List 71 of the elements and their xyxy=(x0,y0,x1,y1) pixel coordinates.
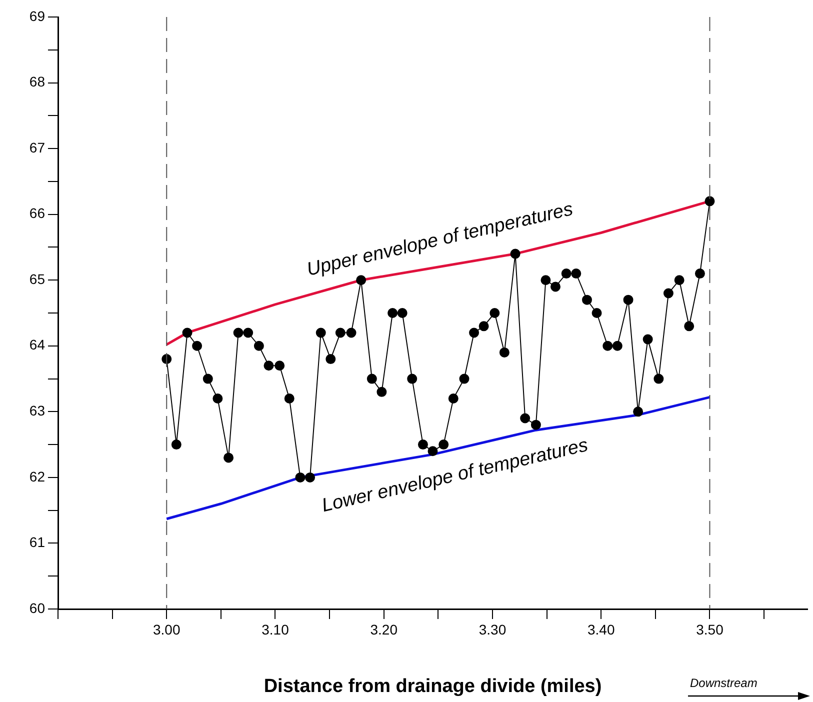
point xyxy=(233,328,244,338)
point xyxy=(192,340,202,351)
y-tick-label: 65 xyxy=(29,270,46,287)
point xyxy=(326,354,336,364)
point xyxy=(335,328,346,338)
point xyxy=(592,308,602,318)
point xyxy=(376,386,387,397)
point xyxy=(510,248,520,259)
y-tick-label: 60 xyxy=(29,600,46,616)
point xyxy=(182,328,192,338)
point xyxy=(459,374,470,384)
point xyxy=(428,446,438,456)
point xyxy=(684,321,694,332)
point xyxy=(561,268,572,279)
point xyxy=(602,340,613,351)
x-tick-label: 3.20 xyxy=(370,621,398,638)
x-tick-label: 3.00 xyxy=(153,621,180,638)
point xyxy=(224,452,234,463)
point xyxy=(316,328,326,338)
point xyxy=(694,268,705,279)
y-tick-label: 68 xyxy=(29,74,46,90)
point xyxy=(264,360,274,371)
point xyxy=(346,328,356,338)
x-tick-label: 3.30 xyxy=(478,621,506,638)
point xyxy=(171,440,182,450)
point xyxy=(243,328,254,338)
point xyxy=(550,282,560,292)
point xyxy=(388,308,398,318)
x-axis-title: Distance from drainage divide (miles) xyxy=(264,676,602,697)
y-tick-label: 62 xyxy=(29,468,46,484)
x-tick-label: 3.40 xyxy=(587,621,615,638)
point xyxy=(612,340,622,351)
point xyxy=(520,413,530,424)
point xyxy=(633,406,644,417)
point xyxy=(438,440,449,450)
point xyxy=(356,275,366,286)
point xyxy=(202,374,213,384)
point xyxy=(623,294,634,305)
point xyxy=(397,308,408,318)
point xyxy=(407,374,418,384)
y-tick-label: 61 xyxy=(29,534,46,550)
point xyxy=(418,440,428,450)
point xyxy=(490,308,500,318)
x-tick-label: 3.10 xyxy=(262,621,290,638)
point xyxy=(654,374,664,384)
point xyxy=(448,394,458,404)
point xyxy=(305,472,316,482)
point xyxy=(469,328,480,338)
point xyxy=(540,275,551,286)
point xyxy=(212,394,223,404)
y-tick-label: 63 xyxy=(29,402,46,419)
point xyxy=(295,472,306,482)
text: Downstream xyxy=(690,676,758,690)
point xyxy=(582,294,592,305)
x-tick-label: 3.50 xyxy=(696,621,724,638)
point xyxy=(571,268,582,279)
point xyxy=(704,196,715,206)
point xyxy=(663,288,674,298)
y-tick-label: 66 xyxy=(29,205,46,222)
point xyxy=(478,321,489,332)
point xyxy=(499,347,510,358)
point xyxy=(284,394,294,404)
y-tick-label: 69 xyxy=(29,8,46,24)
y-tick-label: 64 xyxy=(29,336,46,353)
point xyxy=(642,334,653,344)
point xyxy=(254,340,264,351)
y-tick-label: 67 xyxy=(29,139,46,156)
point xyxy=(530,420,541,430)
point xyxy=(366,374,377,384)
point xyxy=(674,275,684,286)
point xyxy=(274,360,285,371)
